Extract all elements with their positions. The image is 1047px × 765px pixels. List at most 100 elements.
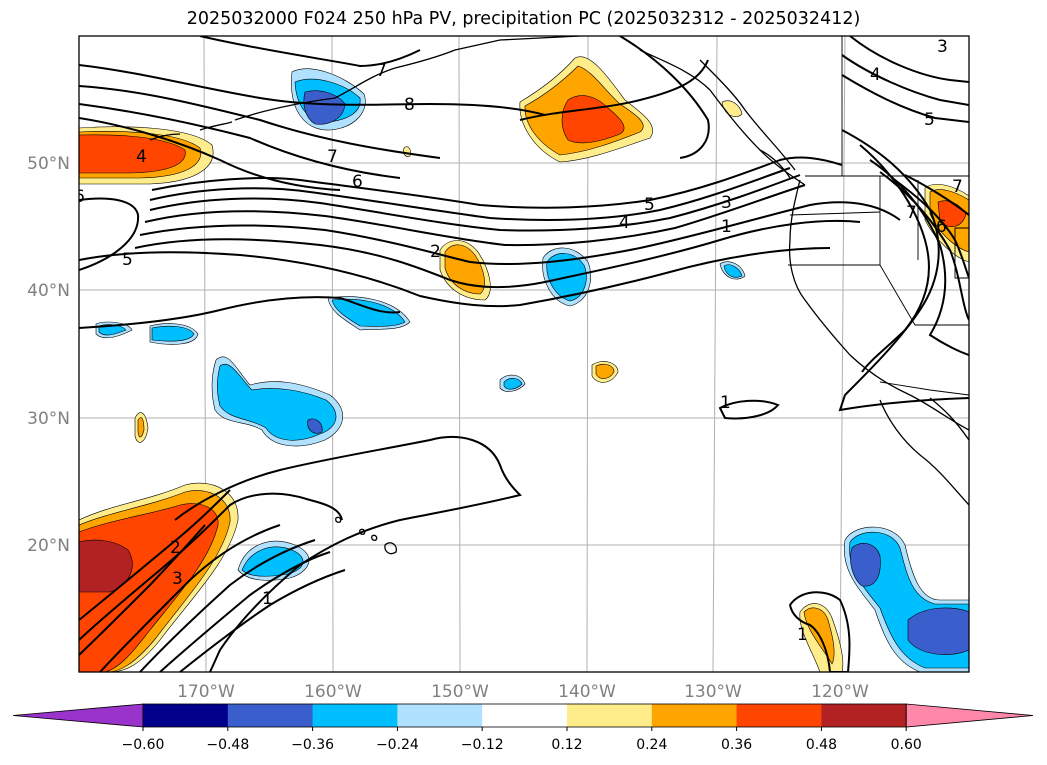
contour-label: 1 (262, 589, 273, 609)
plot-area: 7 8 7 6 4 6 5 2 5 4 3 1 3 4 5 7 7 6 2 3 … (74, 36, 969, 672)
gulf-california (929, 397, 969, 441)
precip-blob (561, 95, 625, 144)
lon-label: 150°W (431, 682, 489, 702)
colorbar-segment (482, 704, 568, 727)
pv-contour-1 (718, 399, 780, 420)
pv-contour-5 (841, 74, 969, 123)
colorbar: −0.60 −0.48 −0.36 −0.24 −0.12 0.12 0.24 0.36 0.4… (12, 703, 1034, 753)
contour-label: 3 (172, 569, 183, 589)
contour-label: 4 (619, 213, 630, 233)
colorbar-outline (142, 703, 907, 728)
alaska-panhandle (639, 49, 806, 186)
contour-label: 2 (430, 242, 441, 262)
pv-jet (151, 156, 843, 209)
pv-east (838, 129, 969, 412)
pv-east (894, 179, 969, 279)
colorbar-arrow-left (12, 703, 144, 728)
precip-blob (331, 298, 406, 327)
us-west-coast (788, 179, 969, 431)
pv-contour-3 (849, 36, 969, 83)
pv-jet (144, 184, 806, 247)
map-title: 2025032000 F024 250 hPa PV, precipitatio… (186, 9, 861, 29)
colorbar-tick-label: −0.12 (461, 737, 504, 753)
pv-contour-1 (79, 296, 401, 329)
pv-contour-sw (159, 551, 331, 672)
precip-blob (595, 363, 615, 379)
contour-label: 7 (327, 147, 338, 167)
colorbar-segment (821, 704, 907, 727)
precip-blob (850, 543, 881, 587)
precip-blob (98, 324, 127, 336)
pv-contours (79, 36, 969, 672)
contour-label: 4 (136, 147, 147, 167)
precip-blob (307, 418, 323, 434)
alaska-coast (234, 36, 581, 121)
pv-east (879, 171, 969, 321)
pv-jet (149, 174, 801, 232)
precip-blob (723, 264, 743, 278)
contour-label: 6 (74, 187, 85, 207)
colorbar-segment (312, 704, 398, 727)
precip-blob (137, 417, 145, 438)
lon-label: 120°W (811, 682, 869, 702)
contour-label: 7 (952, 177, 963, 197)
lat-label: 40°N (27, 281, 70, 301)
pv-contour-1 (788, 591, 851, 672)
colorbar-tick-label: −0.36 (291, 737, 334, 753)
precip-blob (403, 146, 411, 157)
pv-contour-7 (519, 59, 709, 121)
pv-east (904, 174, 969, 216)
colorbar-segment (651, 704, 738, 727)
precip-blob (907, 607, 969, 655)
state-border (789, 211, 881, 216)
colorbar-tick-label: −0.24 (376, 737, 419, 753)
contour-labels: 7 8 7 6 4 6 5 2 5 4 3 1 3 4 5 7 7 6 2 3 … (74, 37, 963, 645)
contour-label: 3 (937, 37, 948, 57)
contour-label: 3 (721, 193, 732, 213)
pv-contour-8 (619, 36, 710, 159)
pv-contour-6 (79, 103, 401, 179)
aleutian (199, 121, 233, 131)
lon-labels: 170°W 160°W 150°W 140°W 130°W 120°W (177, 682, 869, 702)
aleutian (149, 133, 181, 141)
hawaii-big (384, 542, 397, 555)
contour-label: 8 (404, 95, 415, 115)
lon-label: 170°W (177, 682, 235, 702)
precip-blob (217, 363, 337, 441)
colorbar-arrow-right (905, 703, 1034, 728)
state-border (954, 227, 969, 279)
pv-contour-sw (139, 539, 316, 672)
colorbar-tick-label: 0.12 (551, 737, 582, 753)
pv-jet (134, 219, 861, 288)
colorbar-tick-label: −0.60 (122, 737, 165, 753)
state-border (879, 264, 969, 326)
pv-contour-8 (79, 64, 546, 116)
contour-label: 6 (936, 217, 947, 237)
pv-contour-7 (79, 85, 441, 159)
pv-contour-8 (199, 36, 421, 68)
pv-jet (79, 247, 831, 308)
pv-jet (149, 167, 791, 221)
contour-label: 7 (376, 61, 387, 81)
colorbar-segment (143, 704, 229, 727)
borders (788, 36, 969, 396)
pv-contour-4 (841, 54, 969, 106)
contour-label: 5 (122, 250, 133, 270)
colorbar-tick-label: 0.24 (636, 737, 667, 753)
pv-contour-sw (99, 524, 281, 672)
bc-coast (699, 59, 796, 171)
contour-label: 5 (924, 110, 935, 130)
mexico-border (879, 381, 969, 396)
lat-label: 30°N (27, 409, 70, 429)
lon-label: 160°W (304, 682, 362, 702)
colorbar-segment (227, 704, 314, 727)
hawaii-small (335, 516, 342, 523)
colorbar-tick-label: −0.48 (206, 737, 249, 753)
lat-label: 20°N (27, 536, 70, 556)
pv-contour-1 (79, 492, 343, 641)
contour-label: 1 (797, 625, 808, 645)
contour-label: 6 (352, 172, 363, 192)
lat-labels: 50°N 40°N 30°N 20°N (27, 154, 70, 556)
pv-contour-3 (79, 524, 206, 656)
